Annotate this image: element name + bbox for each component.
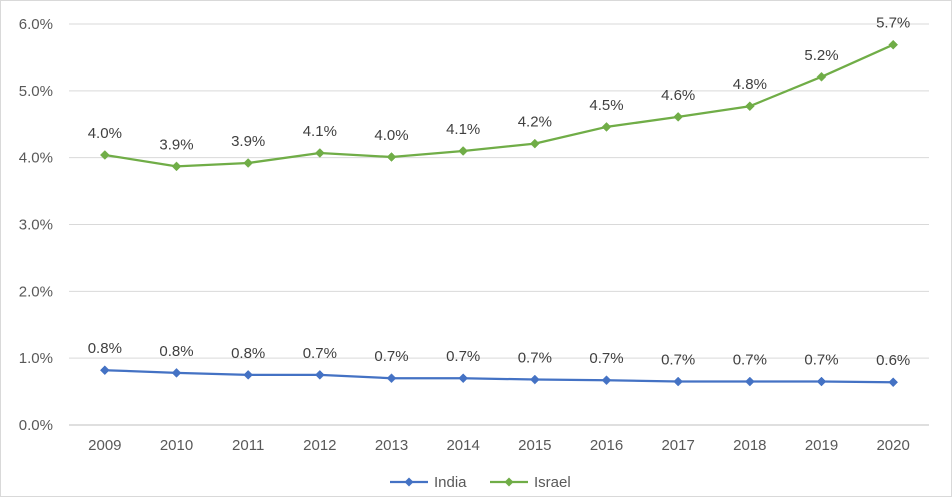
x-tick-label: 2018 — [733, 437, 766, 454]
data-point-israel — [529, 138, 540, 149]
data-label-israel: 4.1% — [303, 123, 337, 140]
data-point-india — [243, 370, 254, 380]
x-tick-label: 2009 — [88, 437, 121, 454]
series-line-israel — [104, 43, 894, 168]
x-tick-label: 2019 — [805, 437, 838, 454]
data-label-israel: 4.5% — [589, 97, 623, 114]
data-point-india — [744, 376, 755, 387]
legend-marker-india — [404, 477, 414, 487]
data-point-india — [888, 377, 899, 388]
data-label-india: 0.8% — [231, 345, 265, 362]
data-label-india: 0.7% — [446, 348, 480, 365]
data-point-israel — [314, 148, 325, 158]
data-point-israel — [99, 150, 110, 160]
y-tick-label: 0.0% — [19, 417, 53, 434]
y-tick-label: 4.0% — [19, 150, 53, 167]
gridlines — [69, 23, 929, 426]
y-tick-label: 3.0% — [19, 217, 53, 234]
data-point-india — [314, 370, 325, 380]
data-label-india: 0.7% — [589, 350, 623, 367]
data-point-israel — [171, 161, 182, 172]
data-label-israel: 4.8% — [733, 76, 767, 93]
legend-label-india: India — [434, 474, 467, 491]
data-point-israel — [243, 158, 254, 168]
y-axis-ticks: 0.0% 1.0% 2.0% 3.0% 4.0% 5.0% 6.0% — [19, 16, 53, 434]
data-point-israel — [744, 101, 755, 112]
data-point-india — [601, 375, 612, 386]
x-tick-label: 2016 — [590, 437, 623, 454]
series-lines — [99, 39, 899, 388]
data-point-israel — [386, 152, 397, 162]
data-label-india: 0.7% — [374, 348, 408, 365]
x-tick-label: 2013 — [375, 437, 408, 454]
data-labels: 0.8% 0.8% 0.8% 0.7% 0.7% 0.7% 0.7% 0.7% 0.7% 0.7%… — [88, 15, 911, 370]
data-point-india — [816, 376, 827, 387]
x-tick-label: 2012 — [303, 437, 336, 454]
y-tick-label: 2.0% — [19, 283, 53, 300]
data-label-india: 0.7% — [733, 352, 767, 369]
legend-label-israel: Israel — [534, 474, 571, 491]
data-label-india: 0.7% — [518, 350, 552, 367]
data-point-israel — [601, 122, 612, 132]
y-tick-label: 6.0% — [19, 16, 53, 33]
data-label-israel: 3.9% — [159, 136, 193, 153]
data-point-india — [386, 373, 397, 384]
data-label-israel: 3.9% — [231, 133, 265, 150]
data-label-israel: 4.6% — [661, 87, 695, 104]
data-point-israel — [888, 39, 899, 50]
data-label-india: 0.7% — [804, 352, 838, 369]
data-label-israel: 4.0% — [374, 127, 408, 144]
data-label-israel: 4.0% — [88, 125, 122, 142]
data-point-israel — [673, 112, 684, 122]
x-tick-label: 2014 — [446, 437, 479, 454]
x-tick-label: 2020 — [876, 437, 909, 454]
series-line-india — [104, 369, 894, 384]
data-label-israel: 4.1% — [446, 121, 480, 138]
x-axis-ticks: 2009 2010 2011 2012 2013 2014 2015 2016 2017 2018… — [88, 437, 910, 454]
data-label-israel: 5.2% — [804, 47, 838, 64]
x-tick-label: 2017 — [661, 437, 694, 454]
data-label-india: 0.8% — [88, 340, 122, 357]
data-point-israel — [458, 146, 469, 156]
data-point-india — [458, 373, 469, 384]
x-tick-label: 2011 — [232, 437, 264, 454]
legend: India Israel — [390, 474, 571, 491]
data-label-india: 0.7% — [303, 345, 337, 362]
y-tick-label: 1.0% — [19, 350, 53, 367]
data-point-india — [673, 376, 684, 387]
data-point-india — [99, 365, 110, 376]
data-point-india — [529, 374, 540, 385]
data-label-india: 0.6% — [876, 352, 910, 369]
data-point-india — [171, 368, 182, 378]
legend-marker-israel — [504, 477, 514, 487]
data-label-india: 0.7% — [661, 352, 695, 369]
y-tick-label: 5.0% — [19, 83, 53, 100]
x-tick-label: 2010 — [160, 437, 193, 454]
data-label-india: 0.8% — [159, 343, 193, 360]
x-tick-label: 2015 — [518, 437, 551, 454]
data-point-israel — [816, 71, 827, 82]
data-label-israel: 5.7% — [876, 15, 910, 32]
data-label-israel: 4.2% — [518, 114, 552, 131]
